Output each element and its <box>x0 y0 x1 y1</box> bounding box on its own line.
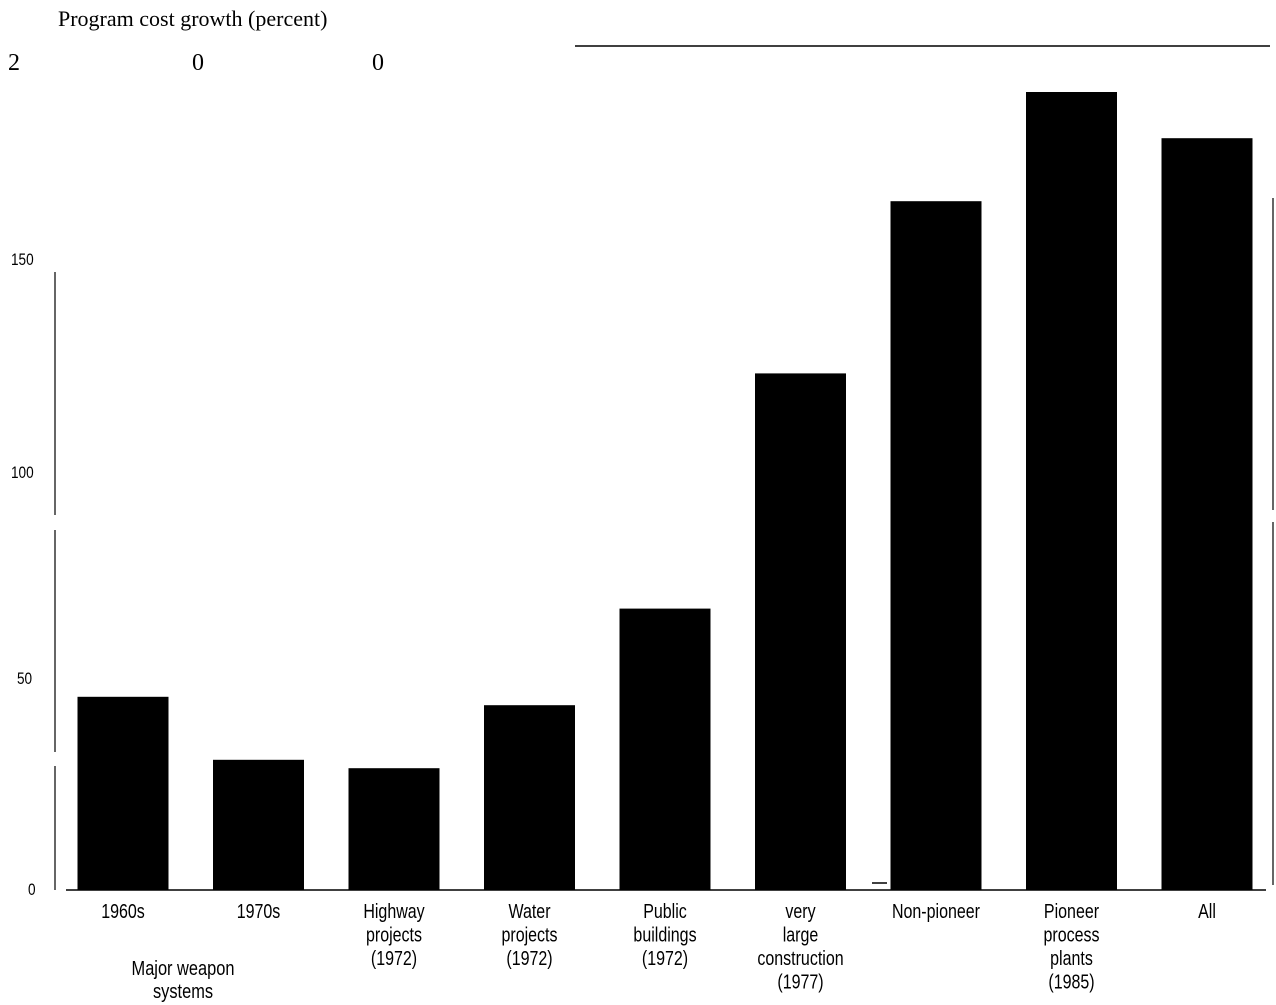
group-label-line-1: Major weapon <box>132 956 235 979</box>
x-label-2-line-2: (1972) <box>371 947 417 969</box>
y-tick-0: 0 <box>28 881 36 900</box>
x-label-7-line-3: (1985) <box>1048 971 1094 993</box>
x-label-5-line-0: very <box>785 900 816 922</box>
x-label-6-line-0: Non-pioneer <box>892 900 980 922</box>
y-tick-100: 100 <box>11 464 34 483</box>
x-label-0-line-0: 1960s <box>101 900 145 922</box>
y-tick-200-digit-2: 0 <box>192 50 204 76</box>
x-label-7-line-0: Pioneer <box>1044 900 1099 922</box>
x-label-5-line-3: (1977) <box>777 971 823 993</box>
y-tick-150: 150 <box>11 251 34 270</box>
x-label-4-line-0: Public <box>643 900 687 922</box>
x-label-1-line-0: 1970s <box>237 900 281 922</box>
bar-8 <box>1161 138 1253 890</box>
bar-0 <box>77 696 169 890</box>
x-label-4-line-2: (1972) <box>642 947 688 969</box>
y-axis-title: Program cost growth (percent) <box>58 6 327 31</box>
x-label-3-line-1: projects <box>501 924 557 946</box>
y-tick-200-digit-1: 2 <box>8 50 20 76</box>
x-label-8-line-0: All <box>1198 900 1216 922</box>
y-tick-50: 50 <box>17 670 32 689</box>
x-label-5-line-2: construction <box>757 947 843 969</box>
y-tick-200-digit-3: 0 <box>372 50 384 76</box>
bar-2 <box>348 768 440 890</box>
x-label-4-line-1: buildings <box>633 924 696 946</box>
bar-6 <box>890 201 982 890</box>
x-label-5-line-1: large <box>783 924 819 946</box>
x-label-3-line-2: (1972) <box>506 947 552 969</box>
bar-1 <box>213 759 304 890</box>
bar-4 <box>619 608 711 890</box>
x-label-7-line-1: process <box>1043 924 1099 946</box>
bar-3 <box>484 705 575 890</box>
x-label-2-line-1: projects <box>366 924 422 946</box>
x-labels-group: 1960s 1970s Highwayprojects(1972)Waterproj… <box>101 900 1216 993</box>
bar-5 <box>755 373 846 890</box>
bar-7 <box>1026 92 1117 890</box>
group-label-line-2: systems <box>153 979 213 1002</box>
bars-group <box>77 92 1253 890</box>
x-label-7-line-2: plants <box>1050 947 1093 969</box>
x-label-2-line-0: Highway <box>363 900 425 922</box>
x-label-3-line-0: Water <box>508 900 550 922</box>
